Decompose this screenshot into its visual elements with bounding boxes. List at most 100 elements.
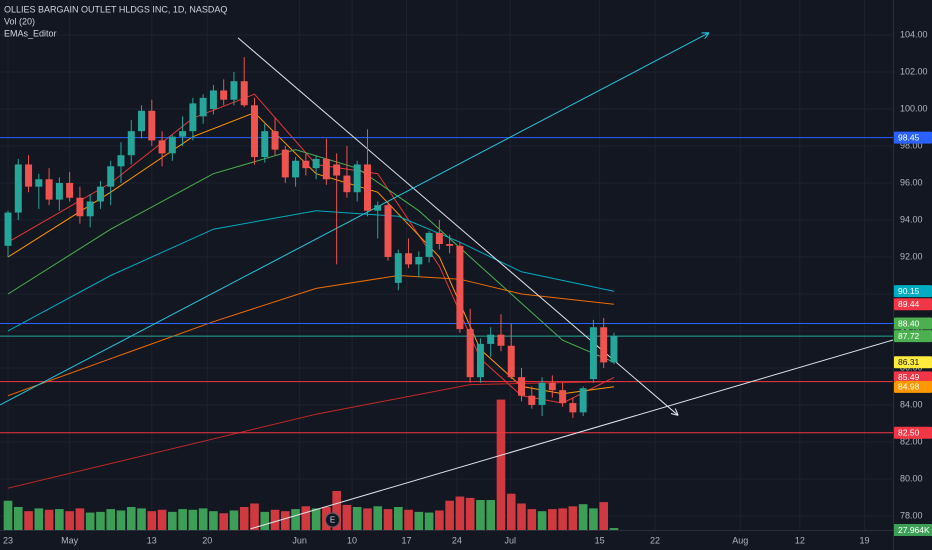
candle-body	[548, 382, 556, 391]
candle-body	[353, 164, 361, 193]
volume-bar	[96, 511, 105, 530]
price-label-box	[894, 285, 932, 298]
y-tick-label: 78.00	[900, 510, 923, 520]
price-label-box	[894, 330, 932, 343]
price-label: 89.44	[898, 299, 920, 309]
x-tick-label: 10	[347, 535, 357, 545]
volume-bar	[75, 508, 85, 530]
trend-line	[250, 339, 894, 530]
price-label: 84.98	[898, 382, 920, 392]
volume-bar	[496, 399, 506, 530]
volume-bar	[558, 508, 567, 530]
volume-bar	[301, 506, 311, 530]
volume-bar	[352, 506, 362, 530]
price-label-box	[894, 298, 932, 311]
price-label-box	[894, 356, 932, 369]
volume-label: 27.964K	[898, 525, 930, 535]
candle-body	[107, 166, 115, 187]
candle-body	[363, 164, 371, 211]
trend-line	[0, 33, 708, 406]
price-label: 85.49	[898, 372, 920, 382]
volume-bar	[373, 506, 383, 530]
volume-bar	[126, 506, 136, 530]
volume-bar	[116, 510, 126, 530]
candle-body	[199, 97, 207, 117]
earnings-marker	[325, 512, 341, 528]
y-tick-label: 104.00	[900, 29, 928, 39]
candle-body	[384, 205, 392, 257]
ema-line	[7, 112, 615, 395]
ema-line	[7, 210, 615, 332]
candle-body	[158, 140, 166, 154]
price-label-box	[894, 371, 932, 384]
candle-body	[240, 81, 248, 106]
volume-bar	[506, 493, 516, 530]
volume-bar	[219, 513, 228, 530]
x-tick-label: 23	[3, 535, 13, 545]
volume-bar	[13, 506, 23, 530]
volume-bar	[147, 511, 157, 530]
candle-body	[312, 158, 320, 169]
candle-body	[415, 256, 423, 265]
candle-body	[487, 334, 495, 344]
volume-bar	[209, 511, 218, 530]
x-tick-label: May	[61, 535, 79, 545]
candle-body	[569, 403, 577, 413]
y-tick-label: 102.00	[900, 66, 928, 76]
price-label-box	[894, 317, 932, 330]
candle-body	[45, 179, 53, 200]
volume-bar	[609, 528, 619, 530]
plot: E	[0, 33, 894, 530]
y-tick-label: 92.00	[900, 251, 923, 261]
price-label: 90.15	[898, 286, 920, 296]
price-label-box	[894, 380, 932, 393]
volume-bar	[537, 511, 547, 530]
candle-body	[343, 175, 351, 193]
x-tick-label: 12	[795, 535, 805, 545]
candle-body	[446, 244, 454, 246]
candle-body	[179, 131, 187, 137]
x-tick-label: 13	[147, 535, 157, 545]
candle-body	[456, 245, 464, 330]
candle-body	[230, 81, 238, 100]
volume-bar	[445, 500, 454, 530]
x-tick-label: 15	[595, 535, 605, 545]
indicator-label: Vol (20)	[4, 16, 35, 26]
volume-bar	[589, 508, 598, 530]
candle-body	[528, 395, 536, 405]
candle-body	[281, 149, 289, 178]
candle-body	[25, 164, 33, 187]
candle-body	[579, 388, 587, 413]
candle-body	[466, 329, 474, 378]
x-tick-label: 17	[401, 535, 411, 545]
volume-bar	[239, 506, 249, 530]
candle-body	[76, 197, 84, 217]
candle-body	[292, 160, 300, 178]
candle-body	[507, 345, 515, 378]
volume-bar	[178, 509, 187, 530]
volume-bar	[414, 511, 424, 530]
candle-body	[302, 160, 310, 169]
candle-body	[600, 327, 608, 363]
y-tick-label: 82.00	[900, 436, 923, 446]
x-tick-label: 19	[860, 535, 870, 545]
candle-body	[518, 377, 526, 396]
volume-bar	[106, 509, 116, 530]
volume-bar	[34, 508, 44, 530]
volume-bar	[85, 512, 95, 530]
candle-body	[610, 336, 618, 363]
volume-bar	[270, 509, 280, 530]
candle-body	[66, 182, 74, 198]
candle-body	[374, 205, 382, 211]
volume-bar	[55, 509, 64, 530]
x-tick-label: Aug	[732, 535, 748, 545]
candle-body	[497, 334, 505, 346]
volume-bar	[3, 500, 13, 530]
candle-body	[220, 90, 228, 100]
candle-body	[251, 105, 258, 158]
x-tick-label: Jul	[504, 535, 516, 545]
volume-bar	[168, 511, 177, 530]
candle-body	[435, 232, 443, 245]
price-label: 98.45	[898, 132, 920, 142]
